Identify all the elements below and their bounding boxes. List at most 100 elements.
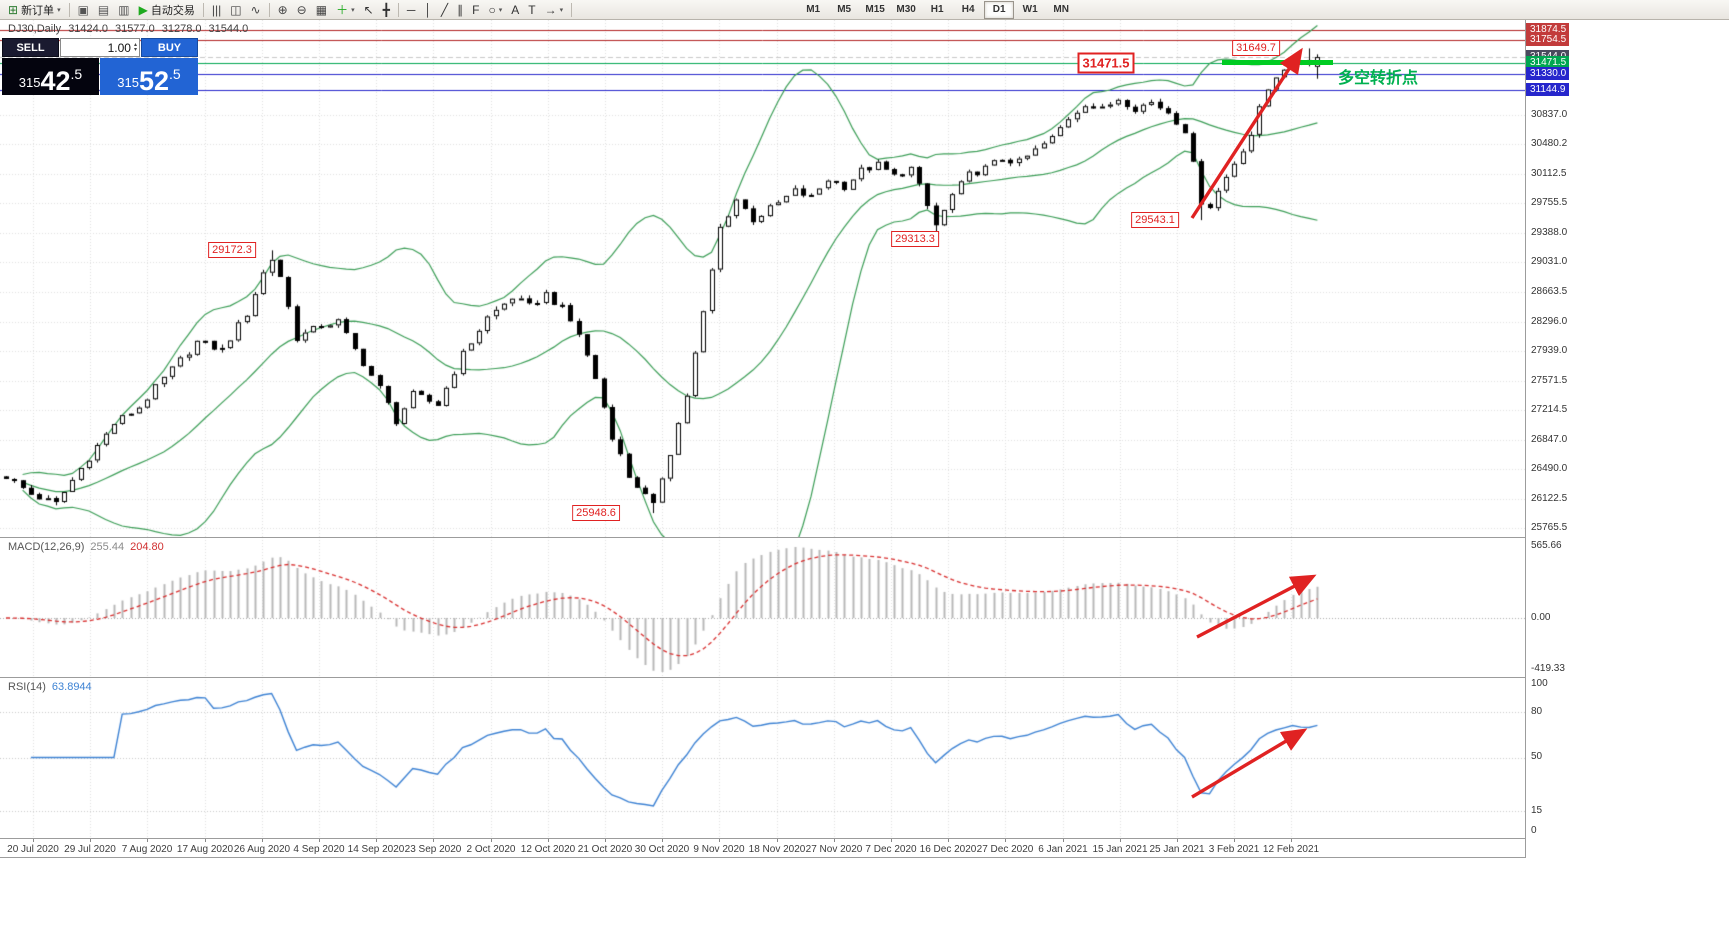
price-scale-label: 30480.2 — [1531, 138, 1568, 149]
charts-window-icon[interactable]: ▣ — [74, 0, 93, 20]
price-callout-label[interactable]: 29543.1 — [1131, 212, 1179, 228]
volume-field[interactable]: 1.00 ▴ ▾ — [60, 38, 140, 57]
time-scale-label: 26 Aug 2020 — [233, 844, 291, 855]
price-scale-label: 27939.0 — [1531, 345, 1568, 356]
time-scale-label: 14 Sep 2020 — [347, 844, 405, 855]
rsi-pane-canvas[interactable] — [0, 677, 1525, 838]
timeframe-m15-button[interactable]: M15 — [865, 3, 885, 15]
profiles-icon[interactable]: ▤ — [94, 0, 113, 20]
bid-price-button[interactable]: 315 42.5 — [2, 58, 99, 95]
arrows-button[interactable]: → ▾ — [541, 0, 568, 20]
time-scale-label: 2 Oct 2020 — [466, 844, 516, 855]
timeframe-mn-button[interactable]: MN — [1053, 3, 1069, 15]
price-scale-label: 27571.5 — [1531, 375, 1568, 386]
time-scale-label: 18 Nov 2020 — [748, 844, 806, 855]
rsi-scale-label: 80 — [1531, 706, 1543, 717]
rsi-scale-label: 100 — [1531, 678, 1548, 689]
chevron-down-icon[interactable]: ▾ — [559, 6, 564, 14]
price-callout-label[interactable]: 31471.5 — [1077, 52, 1135, 74]
volume-spinner[interactable]: ▴ ▾ — [133, 41, 137, 53]
autotrading-button-label: 自动交易 — [150, 4, 195, 17]
time-scale-label: 27 Dec 2020 — [976, 844, 1034, 855]
crosshair-icon[interactable]: ╋ — [379, 0, 394, 20]
price-scale-marker: 31754.5 — [1526, 33, 1569, 46]
timeframe-h4-button[interactable]: H4 — [961, 3, 975, 15]
time-scale-label: 23 Sep 2020 — [404, 844, 462, 855]
price-scale-label: 29388.0 — [1531, 227, 1568, 238]
text-label-icon[interactable]: T — [524, 0, 539, 20]
trendline-icon: ╱ — [440, 2, 449, 17]
macd-scale-label: 565.66 — [1531, 540, 1562, 551]
chart-candles-icon[interactable]: ◫ — [226, 0, 245, 20]
spinner-up-icon[interactable]: ▴ — [133, 41, 137, 48]
zoom-out-icon[interactable]: ⊖ — [293, 0, 311, 20]
price-scale-marker: 31330.0 — [1526, 67, 1569, 80]
macd-scale-label: 0.00 — [1531, 612, 1551, 623]
chevron-down-icon[interactable]: ▾ — [57, 6, 61, 14]
time-scale-label: 9 Nov 2020 — [693, 844, 745, 855]
ask-price-button[interactable]: 315 52.5 — [100, 58, 198, 95]
timeframe-d1-button[interactable]: D1 — [984, 0, 1015, 19]
price-scale-label: 30837.0 — [1531, 109, 1568, 120]
price-scale-label: 25765.5 — [1531, 522, 1568, 533]
macd-label: MACD(12,26,9) — [8, 541, 85, 553]
price-scale-border — [1525, 20, 1526, 858]
macd-signal-value: 204.80 — [130, 541, 164, 553]
horizontal-line-icon[interactable]: ─ — [403, 0, 420, 20]
time-scale-label: 21 Oct 2020 — [577, 844, 633, 855]
crosshair-icon: ╋ — [382, 2, 390, 17]
shapes-button[interactable]: ○ ▾ — [485, 0, 507, 20]
price-scale[interactable]: 30837.0 30480.2 30112.5 29755.5 29388.0 29031… — [1526, 20, 1570, 858]
window-bottom-border — [0, 857, 1570, 858]
toolbar-separator — [68, 2, 70, 17]
cursor-icon[interactable]: ↖ — [360, 0, 378, 20]
sell-button[interactable]: SELL — [2, 38, 59, 57]
ohlc-low: 31278.0 — [161, 23, 202, 35]
zoom-in-icon: ⊕ — [277, 2, 288, 17]
price-scale-label: 26847.0 — [1531, 434, 1568, 445]
time-scale-tick — [1120, 838, 1121, 842]
price-chart-canvas[interactable] — [0, 20, 1525, 537]
chart-candles-icon: ◫ — [230, 2, 242, 17]
chevron-down-icon[interactable]: ▾ — [351, 6, 355, 14]
data-window-icon[interactable]: ▥ — [114, 0, 133, 20]
vertical-line-icon[interactable]: │ — [420, 0, 436, 20]
timeframe-w1-button[interactable]: W1 — [1022, 3, 1038, 15]
text-icon[interactable]: A — [507, 0, 523, 20]
timeframe-m5-button[interactable]: M5 — [837, 3, 852, 15]
price-callout-label[interactable]: 31649.7 — [1232, 40, 1280, 56]
zoom-in-icon[interactable]: ⊕ — [274, 0, 292, 20]
timeframe-m30-button[interactable]: M30 — [896, 3, 916, 15]
price-callout-label[interactable]: 29313.3 — [891, 231, 939, 247]
time-scale[interactable]: 20 Jul 2020 29 Jul 2020 7 Aug 2020 17 Aug 2… — [0, 838, 1570, 858]
pane-separator[interactable] — [0, 537, 1570, 538]
price-callout-label[interactable]: 25948.6 — [572, 505, 620, 521]
autotrading-button[interactable]: ▶ 自动交易 — [135, 0, 199, 20]
pane-separator[interactable] — [0, 677, 1570, 678]
trendline-icon[interactable]: ╱ — [437, 0, 452, 20]
chart-line-icon[interactable]: ∿ — [247, 0, 265, 20]
price-scale-label: 30112.5 — [1531, 168, 1567, 179]
volume-value[interactable]: 1.00 — [107, 40, 131, 55]
buy-button[interactable]: BUY — [141, 38, 198, 57]
timeframe-m1-button[interactable]: M1 — [806, 3, 821, 15]
tile-windows-icon[interactable]: ▦ — [312, 0, 331, 20]
channel-icon[interactable]: ∥ — [453, 0, 467, 20]
chevron-down-icon[interactable]: ▾ — [498, 6, 503, 14]
timeframe-h1-button[interactable]: H1 — [930, 3, 944, 15]
time-scale-tick — [319, 838, 320, 842]
support-zone-band[interactable] — [1222, 60, 1333, 65]
chart-caption: DJ30,Daily 31424.0 31577.0 31278.0 31544… — [8, 23, 248, 35]
time-scale-tick — [262, 838, 263, 842]
price-callout-label[interactable]: 29172.3 — [208, 242, 256, 258]
turning-point-note[interactable]: 多空转折点 — [1338, 70, 1419, 87]
time-scale-label: 6 Jan 2021 — [1038, 844, 1088, 855]
chart-bars-icon[interactable]: ||| — [208, 0, 225, 20]
autotrading-icon: ▶ — [138, 2, 148, 17]
indicators-button[interactable]: ＋ ▾ — [332, 0, 359, 20]
fibonacci-icon[interactable]: F — [468, 0, 483, 20]
new-order-button[interactable]: ⊞ 新订单 ▾ — [4, 0, 65, 20]
spinner-down-icon[interactable]: ▾ — [133, 46, 137, 53]
macd-pane-canvas[interactable] — [0, 537, 1525, 677]
